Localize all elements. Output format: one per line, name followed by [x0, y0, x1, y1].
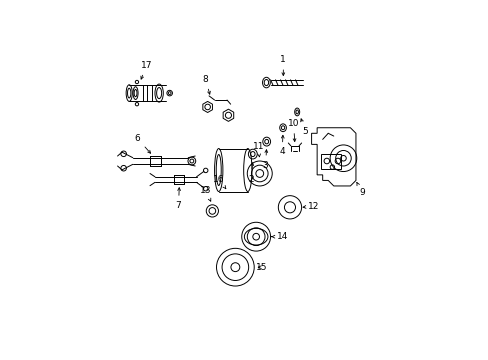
Bar [321, 154, 340, 169]
Bar [174, 175, 183, 184]
Text: 13: 13 [200, 186, 211, 201]
Text: 8: 8 [203, 75, 210, 94]
Text: 2: 2 [248, 163, 253, 184]
Text: 12: 12 [303, 202, 318, 211]
Bar [150, 156, 161, 166]
Text: 1: 1 [280, 55, 285, 76]
Text: 15: 15 [255, 263, 267, 272]
Text: 17: 17 [141, 61, 152, 79]
Text: 11: 11 [252, 142, 264, 157]
Text: 16: 16 [213, 175, 225, 189]
Text: 4: 4 [279, 135, 285, 156]
Text: 7: 7 [175, 188, 181, 210]
Text: 6: 6 [134, 134, 150, 153]
Text: 14: 14 [271, 232, 287, 241]
Text: 9: 9 [356, 183, 364, 197]
Text: 5: 5 [300, 119, 307, 136]
Text: 10: 10 [287, 119, 299, 141]
Text: 3: 3 [262, 150, 268, 170]
